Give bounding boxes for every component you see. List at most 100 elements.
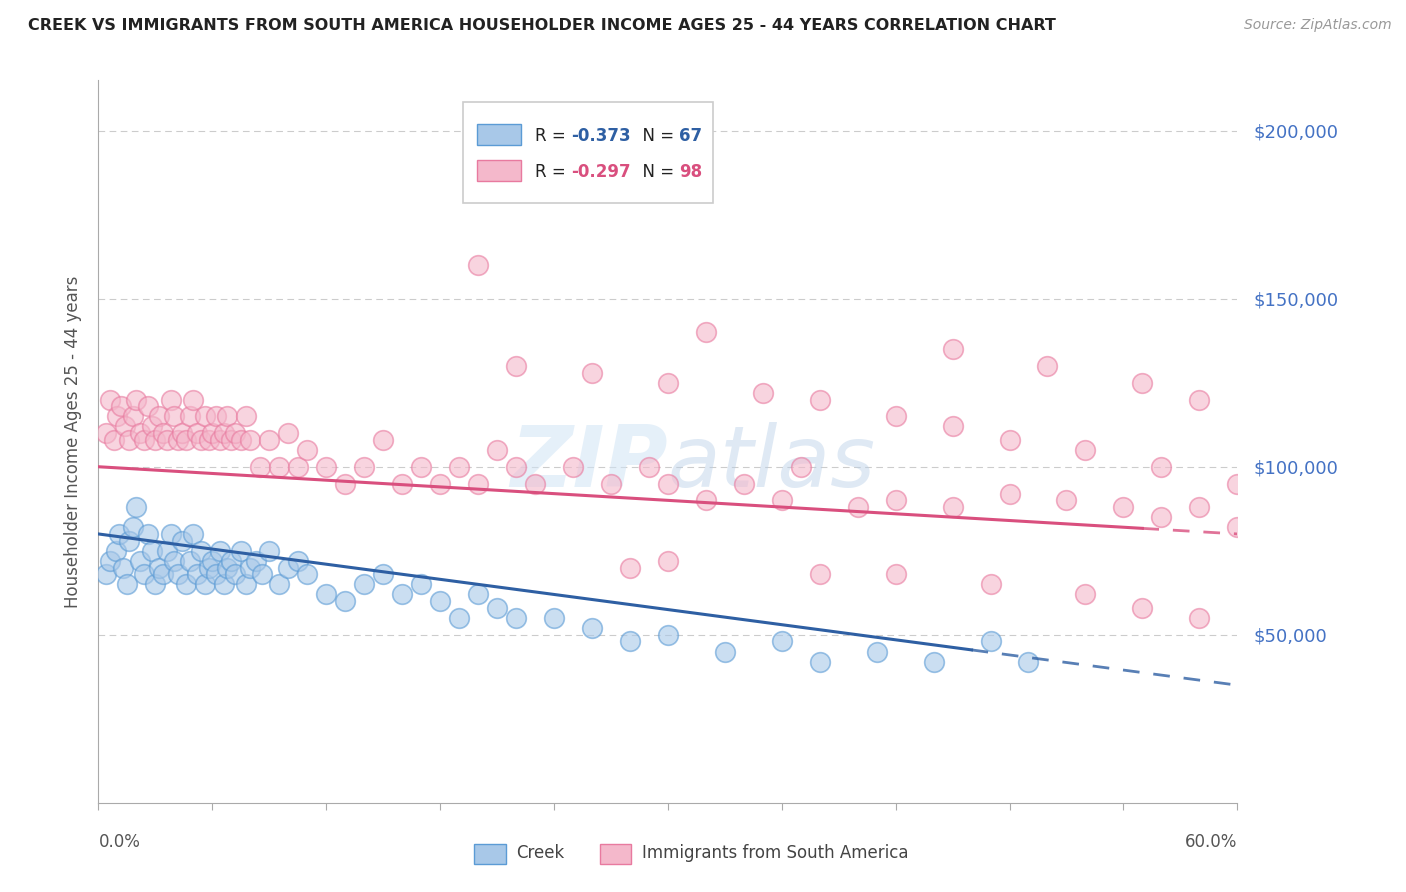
Point [277, 560, 299, 574]
Point [145, 577, 167, 591]
Point [1188, 500, 1211, 514]
Point [208, 433, 231, 447]
Point [170, 426, 193, 441]
Point [846, 500, 869, 514]
Text: 67: 67 [679, 128, 703, 145]
Point [752, 385, 775, 400]
Point [221, 433, 243, 447]
Point [212, 577, 235, 591]
Point [884, 567, 907, 582]
Point [1036, 359, 1059, 373]
Point [194, 409, 217, 424]
Point [112, 560, 135, 574]
Point [94, 426, 117, 441]
Point [208, 543, 231, 558]
Text: 60.0%: 60.0% [1185, 833, 1237, 851]
Point [695, 493, 717, 508]
Text: ZIP: ZIP [510, 422, 668, 505]
Point [129, 554, 152, 568]
Point [581, 621, 603, 635]
Point [942, 500, 965, 514]
Point [267, 459, 290, 474]
Point [770, 634, 793, 648]
Point [371, 433, 394, 447]
Point [770, 493, 793, 508]
Point [733, 476, 755, 491]
Point [118, 533, 141, 548]
Point [115, 577, 138, 591]
Point [808, 392, 831, 407]
Point [998, 486, 1021, 500]
Text: 98: 98 [679, 163, 703, 181]
Point [224, 426, 246, 441]
Point [714, 644, 737, 658]
Point [1226, 520, 1249, 534]
Point [297, 567, 319, 582]
Point [129, 426, 152, 441]
Point [110, 399, 132, 413]
Bar [474, 844, 506, 864]
Point [201, 426, 224, 441]
Point [505, 359, 527, 373]
Point [183, 527, 205, 541]
Point [174, 433, 197, 447]
Point [132, 433, 155, 447]
Point [657, 554, 679, 568]
Text: R =: R = [534, 128, 571, 145]
Point [942, 342, 965, 356]
Text: Source: ZipAtlas.com: Source: ZipAtlas.com [1244, 18, 1392, 32]
Point [98, 392, 121, 407]
Point [104, 543, 127, 558]
Point [1054, 493, 1078, 508]
Point [315, 587, 337, 601]
Point [638, 459, 661, 474]
Point [190, 543, 212, 558]
Point [998, 433, 1021, 447]
Point [866, 644, 889, 658]
Point [1132, 600, 1154, 615]
Text: Creek: Creek [516, 845, 565, 863]
Point [235, 577, 257, 591]
Text: R =: R = [534, 163, 571, 181]
Point [194, 577, 217, 591]
Text: -0.373: -0.373 [571, 128, 631, 145]
Point [1150, 510, 1173, 524]
Point [808, 655, 831, 669]
Point [524, 476, 547, 491]
Point [543, 611, 565, 625]
Point [808, 567, 831, 582]
Point [600, 476, 623, 491]
Point [152, 567, 174, 582]
Point [229, 543, 252, 558]
Point [156, 543, 179, 558]
Point [217, 560, 239, 574]
Point [429, 594, 451, 608]
Point [1188, 611, 1211, 625]
Point [979, 577, 1001, 591]
Point [224, 567, 246, 582]
Point [657, 476, 679, 491]
Point [249, 459, 271, 474]
Point [183, 392, 205, 407]
Point [125, 500, 148, 514]
Point [136, 399, 159, 413]
Point [562, 459, 585, 474]
Point [884, 493, 907, 508]
Point [429, 476, 451, 491]
Point [167, 433, 190, 447]
Point [170, 533, 193, 548]
Text: 0.0%: 0.0% [98, 833, 141, 851]
Point [1132, 376, 1154, 390]
Text: N =: N = [631, 163, 679, 181]
Point [411, 577, 433, 591]
Point [619, 634, 641, 648]
Point [107, 409, 129, 424]
Point [121, 520, 143, 534]
Point [315, 459, 337, 474]
Point [205, 409, 228, 424]
Point [94, 567, 117, 582]
Point [125, 392, 148, 407]
Point [186, 426, 208, 441]
Point [239, 560, 262, 574]
Point [141, 543, 163, 558]
